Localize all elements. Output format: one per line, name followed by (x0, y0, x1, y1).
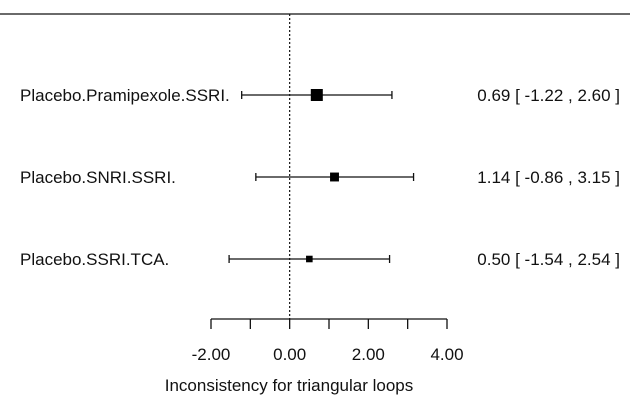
ci-text: 0.69 [ -1.22 , 2.60 ] (477, 86, 620, 105)
x-tick-label: 0.00 (273, 345, 306, 364)
point-estimate (306, 255, 313, 263)
row-label: Placebo.SNRI.SSRI. (20, 168, 176, 187)
forest-row: Placebo.SNRI.SSRI. 1.14 [ -0.86 , 3.15 ] (20, 168, 620, 187)
x-tick-label: -2.00 (192, 345, 231, 364)
forest-row: Placebo.Pramipexole.SSRI. 0.69 [ -1.22 , … (20, 86, 620, 105)
point-estimate (310, 89, 323, 101)
row-label: Placebo.SSRI.TCA. (20, 250, 169, 269)
x-tick-label: 4.00 (430, 345, 463, 364)
x-tick-label: 2.00 (352, 345, 385, 364)
ci-text: 0.50 [ -1.54 , 2.54 ] (477, 250, 620, 269)
point-estimate (330, 172, 339, 182)
row-label: Placebo.Pramipexole.SSRI. (20, 86, 230, 105)
x-axis: -2.00 0.00 2.00 4.00 (192, 318, 464, 364)
x-axis-label: Inconsistency for triangular loops (165, 376, 414, 395)
ci-text: 1.14 [ -0.86 , 3.15 ] (477, 168, 620, 187)
forest-row: Placebo.SSRI.TCA. 0.50 [ -1.54 , 2.54 ] (20, 250, 620, 269)
forest-rows: Placebo.Pramipexole.SSRI. 0.69 [ -1.22 , … (20, 86, 620, 269)
